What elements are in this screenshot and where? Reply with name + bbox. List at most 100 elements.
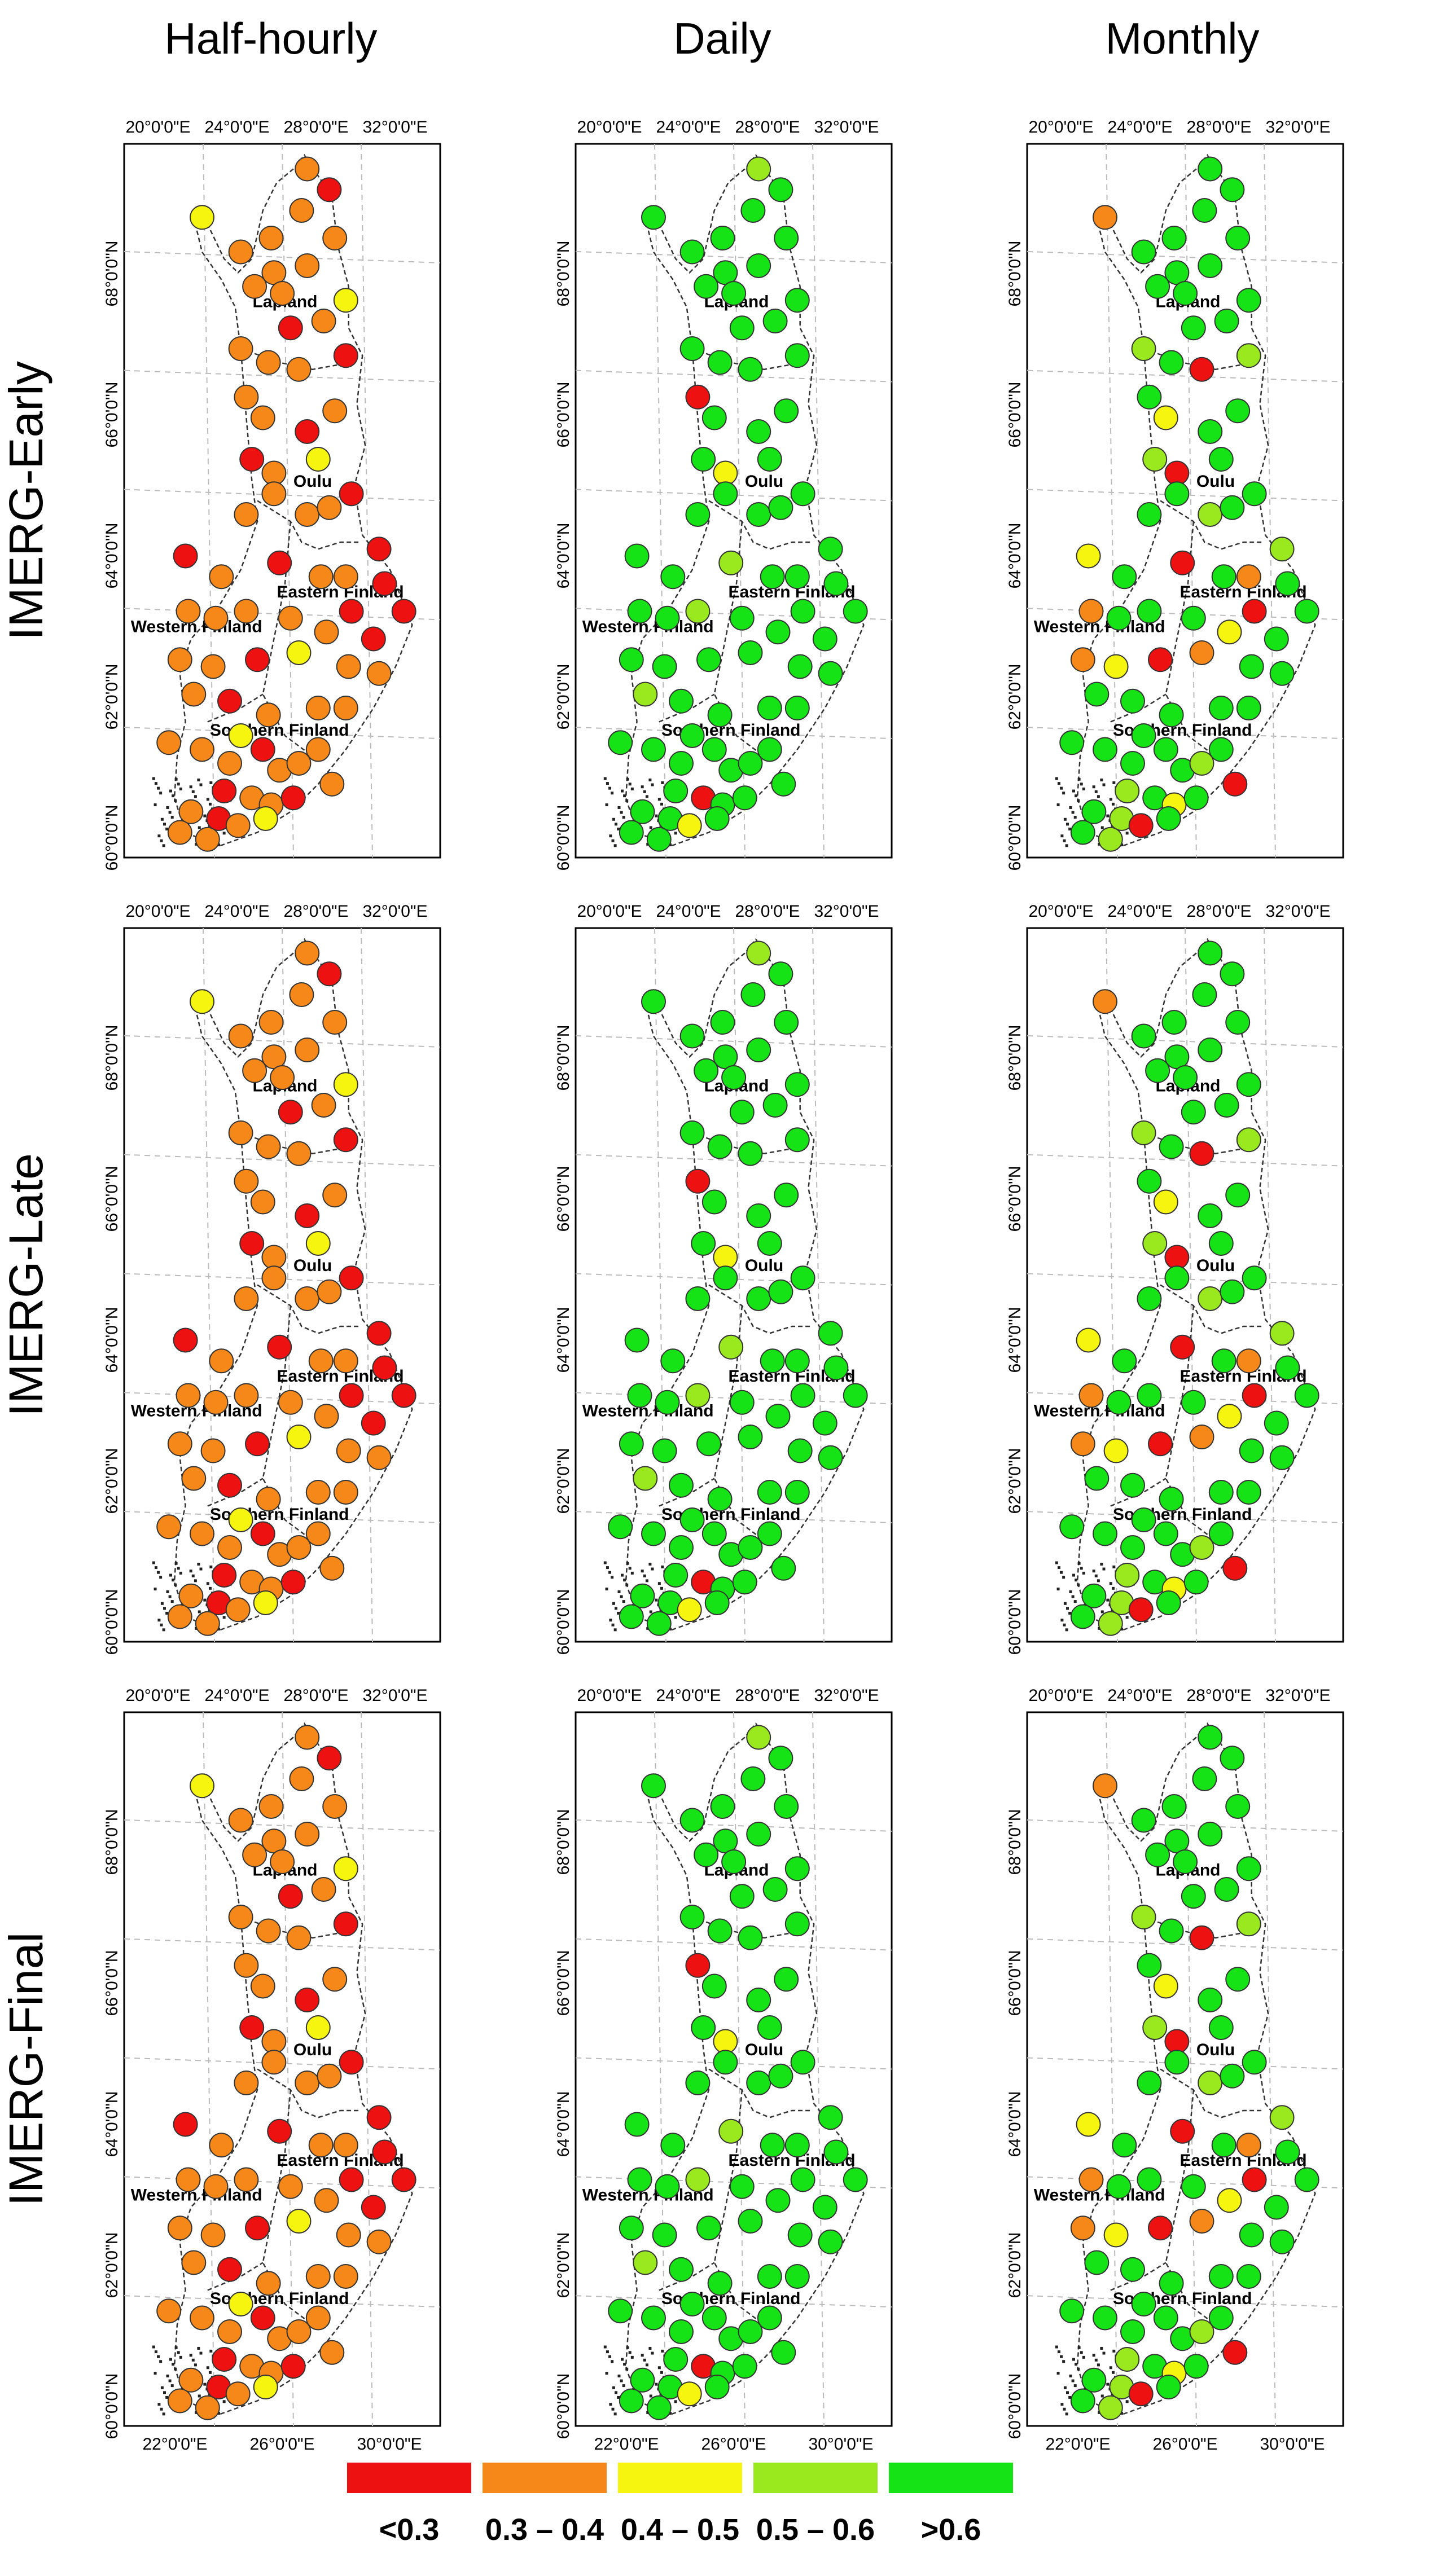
station-marker: [217, 2257, 242, 2282]
station-marker: [707, 350, 733, 375]
island-speck: [641, 1570, 644, 1573]
station-marker: [256, 350, 281, 375]
island-speck: [222, 832, 226, 835]
island-speck: [1066, 823, 1069, 826]
station-marker: [1275, 571, 1300, 596]
island-speck: [628, 1567, 632, 1570]
legend-label-1: 0.3 – 0.4: [485, 2513, 604, 2547]
station-marker: [391, 1383, 416, 1408]
station-marker: [1164, 2050, 1190, 2075]
station-marker: [322, 398, 348, 424]
station-marker: [608, 730, 633, 755]
graticule-line: [1264, 143, 1276, 858]
station-marker: [1103, 2222, 1129, 2248]
graticule-line: [1264, 927, 1276, 1642]
island-speck: [194, 1579, 197, 1582]
island-speck: [174, 777, 178, 781]
station-marker: [173, 543, 198, 569]
station-marker: [691, 2015, 716, 2040]
station-marker: [1076, 543, 1101, 569]
station-marker: [1131, 723, 1156, 748]
lat-tick-label: 62°0'0"N: [1006, 2232, 1024, 2298]
station-marker: [1115, 1563, 1140, 1588]
lat-tick-label: 60°0'0"N: [1006, 1589, 1024, 1655]
graticule-line: [654, 143, 667, 858]
station-marker: [1161, 226, 1187, 250]
station-marker: [322, 1010, 348, 1035]
island-speck: [660, 802, 663, 806]
station-marker: [319, 771, 345, 797]
island-speck: [179, 787, 182, 790]
region-label: Oulu: [745, 472, 783, 491]
station-marker: [286, 751, 312, 776]
station-marker: [1275, 2139, 1300, 2165]
station-marker: [1131, 1120, 1156, 1145]
station-marker: [1269, 537, 1295, 562]
station-marker: [190, 989, 214, 1014]
graticule-line: [1027, 1273, 1344, 1286]
station-marker: [322, 1794, 348, 1819]
country-outline: [1076, 938, 1316, 1632]
station-marker: [1264, 1410, 1289, 1436]
graticule-line: [124, 489, 441, 502]
island-speck: [154, 1566, 157, 1570]
station-marker: [1198, 1038, 1223, 1062]
station-marker: [696, 1431, 721, 1457]
graticule-line: [654, 1712, 667, 2426]
station-marker: [762, 1093, 788, 1118]
station-marker: [1208, 447, 1234, 472]
station-marker: [339, 599, 364, 624]
lat-tick-label: 66°0'0"N: [554, 382, 573, 448]
lat-tick-label: 68°0'0"N: [1006, 1025, 1024, 1091]
graticule-line: [1185, 143, 1197, 858]
station-marker: [239, 2015, 265, 2040]
station-marker: [305, 447, 331, 472]
station-marker: [1189, 1425, 1214, 1449]
station-marker: [1164, 481, 1190, 507]
station-marker: [685, 384, 711, 410]
station-marker: [258, 1794, 284, 1819]
station-marker: [295, 156, 320, 182]
station-marker: [641, 1773, 666, 1799]
station-marker: [746, 419, 771, 444]
station-marker: [1198, 156, 1223, 182]
station-marker: [1225, 226, 1251, 250]
island-speck: [166, 1590, 169, 1593]
island-speck: [615, 823, 618, 826]
lon-tick-label: 30°0'0"E: [1260, 2435, 1325, 2454]
island-speck: [1097, 2363, 1100, 2367]
legend-label-4: >0.6: [920, 2513, 981, 2547]
station-marker: [669, 751, 694, 776]
station-marker: [1264, 626, 1289, 652]
station-marker: [295, 1822, 320, 1847]
region-border: [708, 1284, 812, 1334]
lon-tick-label: 32°0'0"E: [814, 1686, 879, 1705]
island-speck: [622, 2384, 625, 2388]
station-marker: [738, 640, 763, 665]
station-marker: [619, 1431, 644, 1457]
station-marker: [818, 1321, 843, 1346]
lat-tick-label: 68°0'0"N: [554, 241, 573, 307]
station-marker: [228, 1023, 253, 1049]
island-speck: [1082, 2355, 1085, 2359]
station-marker: [1236, 1348, 1261, 1374]
station-marker: [280, 785, 306, 811]
island-speck: [622, 816, 625, 819]
station-marker: [732, 2354, 757, 2379]
station-marker: [1225, 1967, 1251, 1992]
island-speck: [617, 1611, 620, 1615]
station-marker: [1128, 813, 1154, 838]
lat-tick-label: 60°0'0"N: [103, 805, 121, 871]
lat-tick-label: 60°0'0"N: [103, 1589, 121, 1655]
station-marker: [1275, 1355, 1300, 1381]
station-marker: [1217, 1404, 1242, 1429]
island-speck: [157, 2403, 161, 2406]
region-label: Oulu: [745, 2041, 783, 2059]
station-marker: [818, 1445, 843, 1470]
island-speck: [197, 2346, 200, 2350]
station-marker: [361, 2195, 386, 2220]
region-border: [257, 500, 360, 550]
graticule-line: [124, 2295, 441, 2308]
station-marker: [1070, 2215, 1095, 2241]
